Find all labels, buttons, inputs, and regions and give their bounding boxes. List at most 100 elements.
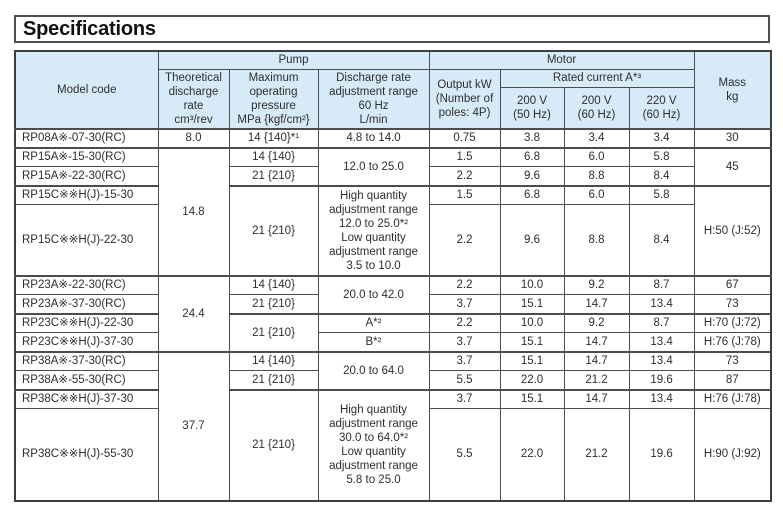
current-200v-50hz-cell: 3.8 <box>499 128 565 149</box>
table-row: RP38C※※H(J)-55-30 5.5 22.0 21.2 19.6 H:9… <box>14 408 772 502</box>
current-200v-60hz-cell: 9.2 <box>563 275 630 296</box>
output-kw-cell: 1.5 <box>428 147 501 168</box>
model-code-cell: RP38C※※H(J)-37-30 <box>14 389 159 410</box>
current-200v-60hz-cell: 8.8 <box>563 166 630 187</box>
output-kw-cell: 1.5 <box>428 185 501 206</box>
current-200v-60hz-cell: 21.2 <box>563 370 630 391</box>
page-title: Specifications <box>23 17 156 40</box>
output-kw-cell: 0.75 <box>428 128 501 149</box>
current-220v-60hz-cell: 13.4 <box>628 332 695 353</box>
current-220v-60hz-cell: 13.4 <box>628 351 695 372</box>
current-200v-60hz-cell: 21.2 <box>563 408 630 502</box>
mass-cell: H:70 (J:72) <box>693 313 772 334</box>
output-kw-cell: 2.2 <box>428 204 501 277</box>
current-220v-60hz-cell: 13.4 <box>628 294 695 315</box>
output-kw-cell: 3.7 <box>428 389 501 410</box>
max-pressure-header: Maximum operating pressure MPa {kgf/cm²} <box>228 68 319 130</box>
output-kw-cell: 5.5 <box>428 370 501 391</box>
table-row: RP23C※※H(J)-37-30 B*² 3.7 15.1 14.7 13.4… <box>14 332 772 353</box>
current-200v-50hz-cell: 10.0 <box>499 275 565 296</box>
model-code-cell: RP15A※-22-30(RC) <box>14 166 159 187</box>
output-kw-cell: 3.7 <box>428 351 501 372</box>
mass-cell: 73 <box>693 351 772 372</box>
pressure-cell: 21 {210} <box>228 185 319 277</box>
discharge-range-cell: 20.0 to 42.0 <box>317 275 430 315</box>
mass-header: Mass kg <box>693 50 772 130</box>
theoretical-discharge-cell: 14.8 <box>157 147 230 277</box>
current-200v-50hz-cell: 22.0 <box>499 408 565 502</box>
model-code-cell: RP23C※※H(J)-22-30 <box>14 313 159 334</box>
discharge-range-cell: High quantity adjustment range 30.0 to 6… <box>317 389 430 502</box>
output-kw-cell: 2.2 <box>428 166 501 187</box>
discharge-range-cell: B*² <box>317 332 430 353</box>
table-row: RP08A※-07-30(RC) 8.0 14 {140}*¹ 4.8 to 1… <box>14 128 772 149</box>
current-200v-60hz-header: 200 V (60 Hz) <box>563 86 630 130</box>
current-200v-50hz-cell: 6.8 <box>499 147 565 168</box>
discharge-range-cell: 20.0 to 64.0 <box>317 351 430 391</box>
current-200v-50hz-cell: 15.1 <box>499 332 565 353</box>
current-220v-60hz-cell: 8.4 <box>628 166 695 187</box>
discharge-range-cell: 4.8 to 14.0 <box>317 128 430 149</box>
header-row-voltages: 200 V (50 Hz) 200 V (60 Hz) 220 V (60 Hz… <box>15 86 771 130</box>
current-220v-60hz-cell: 8.7 <box>628 313 695 334</box>
mass-cell: 67 <box>693 275 772 296</box>
discharge-range-cell: High quantity adjustment range 12.0 to 2… <box>317 185 430 277</box>
current-200v-60hz-cell: 9.2 <box>563 313 630 334</box>
pressure-cell: 21 {210} <box>228 389 319 502</box>
section-title-box: Specifications <box>14 15 770 43</box>
output-kw-cell: 2.2 <box>428 313 501 334</box>
table-row: RP15C※※H(J)-22-30 2.2 9.6 8.8 8.4 <box>14 204 771 277</box>
model-code-header: Model code <box>14 50 159 130</box>
table-row: RP38A※-55-30(RC) 21 {210} 5.5 22.0 21.2 … <box>14 370 772 391</box>
current-220v-60hz-cell: 5.8 <box>628 185 695 206</box>
current-220v-60hz-cell: 13.4 <box>628 389 695 410</box>
current-220v-60hz-cell: 5.8 <box>628 147 695 168</box>
current-200v-60hz-cell: 8.8 <box>563 204 630 277</box>
pressure-cell: 21 {210} <box>228 370 319 391</box>
pump-group-header: Pump <box>157 50 430 70</box>
current-200v-60hz-cell: 6.0 <box>563 185 630 206</box>
table-row: RP23A※-22-30(RC) 24.4 14 {140} 20.0 to 4… <box>14 275 772 353</box>
mass-cell: 87 <box>693 370 772 391</box>
mass-cell: H:50 (J:52) <box>693 185 772 277</box>
current-220v-60hz-cell: 19.6 <box>628 370 695 391</box>
table-row: RP15A※-15-30(RC) 14.8 14 {140} 12.0 to 2… <box>14 147 772 277</box>
current-220v-60hz-cell: 19.6 <box>628 408 695 502</box>
mass-cell: 45 <box>693 147 772 187</box>
specifications-table: Model code Pump Motor Mass kg Theoretica… <box>14 50 773 502</box>
mass-cell: 73 <box>693 294 772 315</box>
discharge-range-cell: A*² <box>317 313 430 334</box>
model-code-cell: RP38A※-55-30(RC) <box>14 370 159 391</box>
model-code-cell: RP15C※※H(J)-22-30 <box>14 204 159 277</box>
model-code-cell: RP15A※-15-30(RC) <box>14 147 159 168</box>
current-200v-50hz-cell: 22.0 <box>499 370 565 391</box>
model-code-cell: RP08A※-07-30(RC) <box>14 128 159 149</box>
pressure-cell: 14 {140}*¹ <box>228 128 319 149</box>
theoretical-discharge-cell: 24.4 <box>157 275 230 353</box>
pressure-cell: 14 {140} <box>228 147 319 168</box>
table-row: RP38A※-37-30(RC) 37.7 14 {140} 20.0 to 6… <box>14 351 772 502</box>
mass-cell: H:76 (J:78) <box>693 389 772 410</box>
current-200v-50hz-cell: 15.1 <box>499 389 565 410</box>
model-code-cell: RP15C※※H(J)-15-30 <box>14 185 159 206</box>
mass-cell: H:76 (J:78) <box>693 332 772 353</box>
model-code-cell: RP38A※-37-30(RC) <box>14 351 159 372</box>
current-200v-50hz-cell: 6.8 <box>499 185 565 206</box>
current-200v-50hz-cell: 15.1 <box>499 351 565 372</box>
current-200v-50hz-cell: 15.1 <box>499 294 565 315</box>
current-200v-50hz-cell: 9.6 <box>499 166 565 187</box>
pressure-cell: 21 {210} <box>228 313 319 353</box>
mass-cell: H:90 (J:92) <box>693 408 772 502</box>
table-row: RP23A※-37-30(RC) 21 {210} 3.7 15.1 14.7 … <box>14 294 772 315</box>
output-kw-cell: 5.5 <box>428 408 501 502</box>
current-200v-60hz-cell: 14.7 <box>563 332 630 353</box>
table-row: RP38C※※H(J)-37-30 21 {210} High quantity… <box>14 389 772 502</box>
pressure-cell: 14 {140} <box>228 351 319 372</box>
mass-cell: 30 <box>693 128 772 149</box>
rated-current-header: Rated current A*³ <box>499 68 695 88</box>
header-row-groups: Model code Pump Motor Mass kg <box>14 50 772 130</box>
model-code-cell: RP23A※-22-30(RC) <box>14 275 159 296</box>
current-200v-60hz-cell: 6.0 <box>563 147 630 168</box>
discharge-range-cell: 12.0 to 25.0 <box>317 147 430 187</box>
output-kw-cell: 3.7 <box>428 332 501 353</box>
